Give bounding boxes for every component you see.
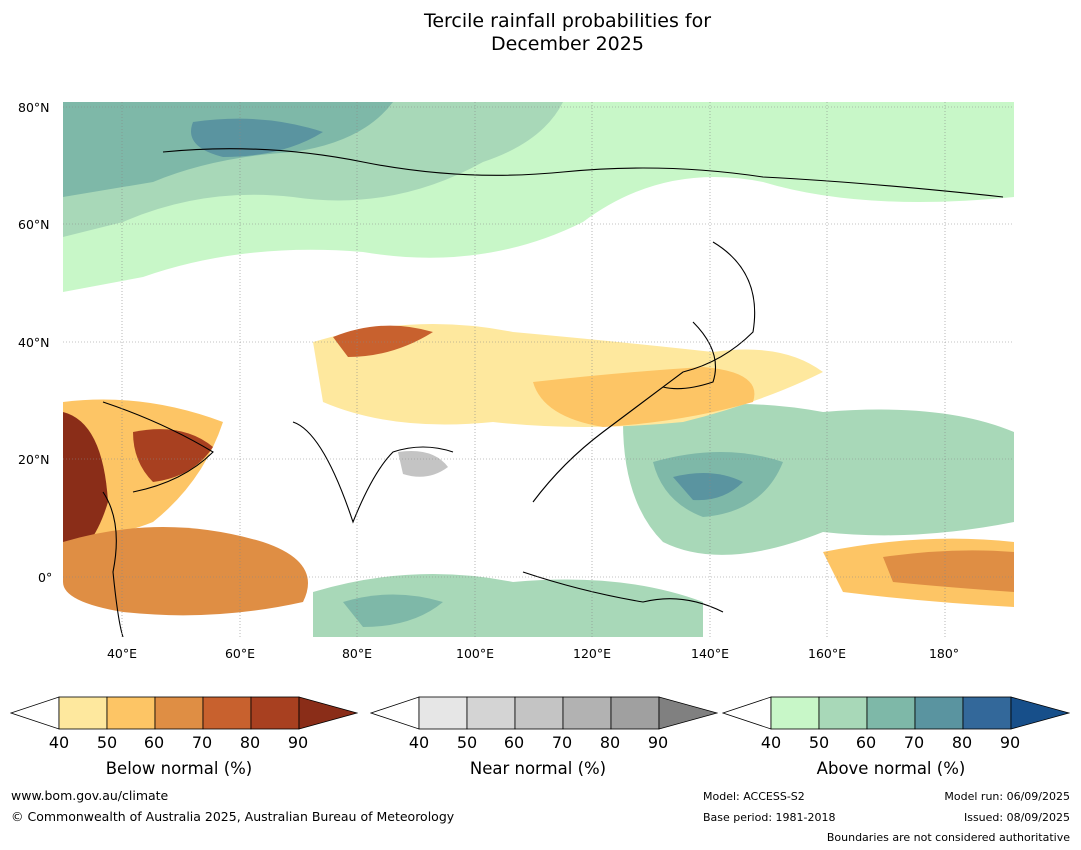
colorbar-below-normal	[10, 696, 358, 730]
model-run-date: Model run: 06/09/2025	[944, 790, 1070, 803]
below-normal-region-arabia-dark	[133, 429, 213, 482]
tick-below-40: 40	[48, 733, 70, 752]
below-normal-region-china	[533, 367, 755, 427]
colorbar-bin	[610, 696, 660, 730]
colorbar-extend-high	[298, 696, 358, 730]
colorbar-bin	[154, 696, 204, 730]
lat-label-40n: 40°N	[18, 335, 50, 350]
tick-above-70: 70	[903, 733, 925, 752]
lat-label-80n: 80°N	[18, 100, 50, 115]
colorbar-bin	[466, 696, 516, 730]
above-normal-region-south-high	[343, 594, 443, 627]
below-normal-region-africa	[63, 412, 108, 562]
colorbar-near-normal	[370, 696, 718, 730]
above-normal-region-south	[313, 574, 703, 637]
colorbar-extend-low	[722, 696, 772, 730]
above-normal-region-pacific	[623, 404, 1014, 555]
base-period: Base period: 1981-2018	[703, 811, 836, 824]
lat-label-0: 0°	[38, 570, 53, 585]
tick-above-90: 90	[999, 733, 1021, 752]
colorbar-bin	[914, 696, 964, 730]
colorbar-bin	[514, 696, 564, 730]
issued-date: Issued: 08/09/2025	[963, 811, 1070, 824]
coastline-india	[292, 421, 454, 524]
lon-label-180: 180°	[928, 646, 960, 661]
below-normal-region-equator-east-high	[883, 550, 1014, 592]
coastline-arabia	[102, 401, 214, 493]
coastline-eurasia	[162, 148, 1004, 198]
colorbar-bin	[250, 696, 300, 730]
map-title: Tercile rainfall probabilities for Decem…	[0, 10, 1081, 56]
lon-label-140e: 140°E	[690, 646, 730, 661]
above-normal-region-pacific-dark	[673, 473, 743, 501]
tick-near-90: 90	[647, 733, 669, 752]
colorbar-extend-low	[10, 696, 60, 730]
colorbar-bin	[418, 696, 468, 730]
lon-label-100e: 100°E	[455, 646, 495, 661]
tick-above-80: 80	[951, 733, 973, 752]
colorbar-above-title: Above normal (%)	[816, 759, 966, 778]
colorbar-bin	[818, 696, 868, 730]
lat-label-60n: 60°N	[18, 217, 50, 232]
boundaries-disclaimer: Boundaries are not considered authoritat…	[826, 831, 1070, 844]
coastline-indonesia	[522, 571, 724, 613]
colorbar-extend-low	[370, 696, 420, 730]
above-normal-region-north-dark	[191, 118, 323, 157]
tick-above-50: 50	[808, 733, 830, 752]
tick-below-50: 50	[96, 733, 118, 752]
below-normal-region-indian-ocean	[63, 527, 308, 616]
tick-below-60: 60	[143, 733, 165, 752]
near-normal-region-bay	[398, 451, 448, 477]
tick-near-50: 50	[456, 733, 478, 752]
colorbar-bin	[202, 696, 252, 730]
colorbar-bin	[962, 696, 1012, 730]
lat-label-20n: 20°N	[18, 452, 50, 467]
colorbar-bin	[770, 696, 820, 730]
tick-below-70: 70	[191, 733, 213, 752]
tick-above-60: 60	[855, 733, 877, 752]
colorbar-below-title: Below normal (%)	[105, 759, 253, 778]
lon-label-40e: 40°E	[106, 646, 138, 661]
lon-label-60e: 60°E	[224, 646, 256, 661]
coastline-japan	[662, 321, 717, 390]
rainfall-probability-map	[63, 102, 1014, 637]
lon-label-120e: 120°E	[572, 646, 612, 661]
coastline-africa	[102, 491, 124, 637]
coastline-asia-east	[532, 241, 756, 503]
colorbar-extend-high	[1010, 696, 1070, 730]
lon-label-160e: 160°E	[807, 646, 847, 661]
tick-near-40: 40	[408, 733, 430, 752]
copyright: © Commonwealth of Australia 2025, Austra…	[11, 809, 455, 824]
colorbar-near-title: Near normal (%)	[469, 759, 607, 778]
colorbar-bin	[562, 696, 612, 730]
tick-below-80: 80	[239, 733, 261, 752]
model-name: Model: ACCESS-S2	[703, 790, 805, 803]
website-link[interactable]: www.bom.gov.au/climate	[11, 788, 169, 803]
colorbar-above-normal	[722, 696, 1070, 730]
title-line-1: Tercile rainfall probabilities for	[423, 10, 712, 32]
tick-below-90: 90	[287, 733, 309, 752]
lon-label-80e: 80°E	[341, 646, 373, 661]
tick-above-40: 40	[760, 733, 782, 752]
colorbar-bin	[58, 696, 108, 730]
colorbar-bin	[866, 696, 916, 730]
tick-near-60: 60	[503, 733, 525, 752]
title-line-2: December 2025	[491, 33, 644, 55]
tick-near-70: 70	[551, 733, 573, 752]
colorbar-extend-high	[658, 696, 718, 730]
below-normal-region-tibet	[333, 325, 433, 357]
colorbar-bin	[106, 696, 156, 730]
tick-near-80: 80	[599, 733, 621, 752]
